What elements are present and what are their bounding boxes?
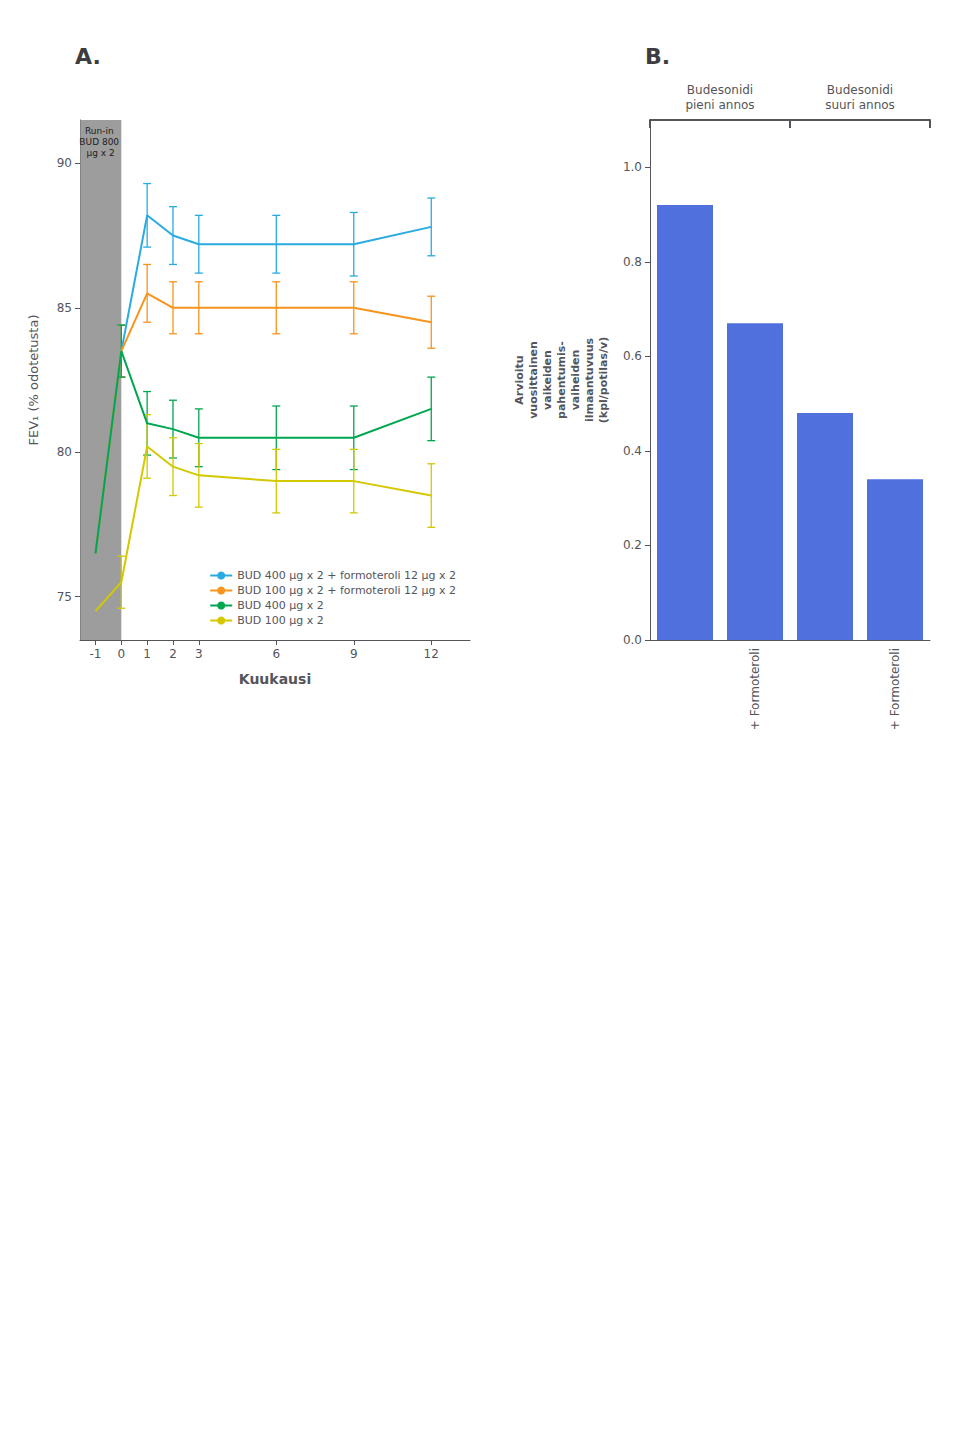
svg-text:B.: B.	[645, 44, 670, 69]
svg-text:A.: A.	[75, 44, 101, 69]
svg-text:vaiheiden: vaiheiden	[569, 350, 582, 411]
svg-text:1: 1	[143, 647, 151, 661]
svg-text:90: 90	[57, 156, 72, 170]
svg-text:0: 0	[118, 647, 126, 661]
svg-text:75: 75	[57, 590, 72, 604]
svg-text:+ Formoteroli: + Formoteroli	[888, 648, 902, 730]
svg-text:0.8: 0.8	[623, 255, 642, 269]
svg-text:BUD 800: BUD 800	[79, 137, 122, 147]
svg-text:0.6: 0.6	[623, 349, 642, 363]
svg-text:Budesonidi: Budesonidi	[827, 83, 893, 97]
svg-text:BUD 400 μg x 2: BUD 400 μg x 2	[237, 599, 324, 612]
svg-text:2: 2	[169, 647, 177, 661]
svg-text:+ Formoteroli: + Formoteroli	[748, 648, 762, 730]
svg-text:BUD 100 μg x 2: BUD 100 μg x 2	[237, 614, 324, 627]
svg-text:(kpl/potilas/v): (kpl/potilas/v)	[597, 337, 610, 423]
svg-text:85: 85	[57, 301, 72, 315]
svg-text:vaikeiden: vaikeiden	[541, 350, 554, 410]
svg-text:0.0: 0.0	[623, 633, 642, 647]
svg-text:9: 9	[350, 647, 358, 661]
svg-text:Kuukausi: Kuukausi	[239, 671, 311, 687]
svg-text:pahentumis-: pahentumis-	[555, 341, 568, 419]
svg-text:3: 3	[195, 647, 203, 661]
svg-text:Arvioitu: Arvioitu	[513, 355, 526, 404]
svg-text:FEV₁ (% odotetusta): FEV₁ (% odotetusta)	[26, 315, 41, 446]
svg-text:μg x 2: μg x 2	[87, 148, 115, 158]
svg-text:pieni annos: pieni annos	[685, 98, 754, 112]
svg-text:1.0: 1.0	[623, 160, 642, 174]
svg-text:suuri annos: suuri annos	[825, 98, 895, 112]
svg-text:BUD 400 μg x 2 + formoteroli 1: BUD 400 μg x 2 + formoteroli 12 μg x 2	[237, 569, 456, 582]
svg-text:0.2: 0.2	[623, 538, 642, 552]
svg-text:Budesonidi: Budesonidi	[687, 83, 753, 97]
svg-text:12: 12	[424, 647, 439, 661]
svg-text:6: 6	[272, 647, 280, 661]
svg-text:vuosittainen: vuosittainen	[527, 341, 540, 419]
svg-text:-1: -1	[90, 647, 102, 661]
svg-text:0.4: 0.4	[623, 444, 642, 458]
svg-text:80: 80	[57, 445, 72, 459]
svg-text:Run-in: Run-in	[85, 126, 117, 136]
svg-text:BUD 100 μg x 2 + formoteroli 1: BUD 100 μg x 2 + formoteroli 12 μg x 2	[237, 584, 456, 597]
svg-text:ilmaantuvuus: ilmaantuvuus	[583, 337, 596, 422]
